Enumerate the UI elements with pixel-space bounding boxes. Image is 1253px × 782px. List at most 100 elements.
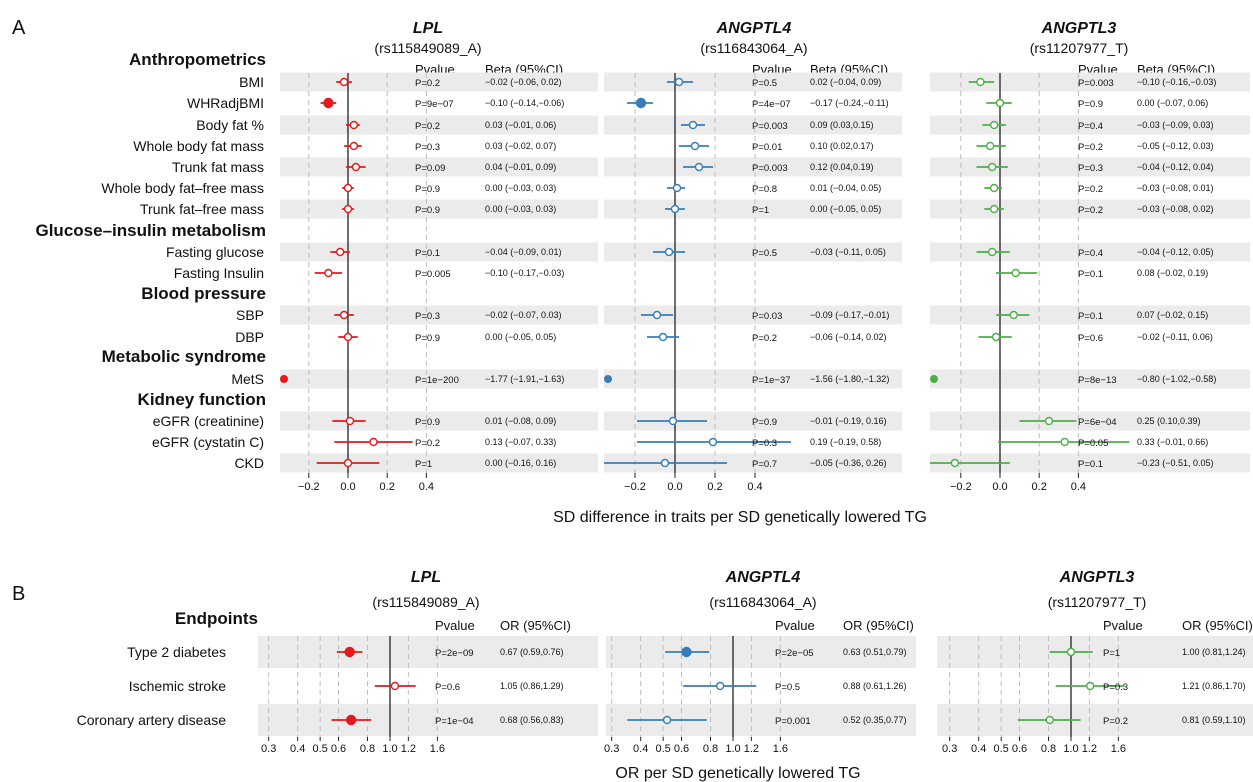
trait-label: SBP (236, 307, 264, 323)
tick-label: 1.6 (773, 743, 788, 755)
tick-label: 0.8 (703, 743, 718, 755)
tick-label: −0.2 (624, 481, 646, 493)
point-angptl4 (660, 458, 670, 468)
point-angptl4 (604, 375, 612, 383)
or-text: 0.67 (0.59,0.76) (500, 647, 564, 657)
row-band (258, 704, 598, 736)
point-angptl4 (690, 141, 700, 151)
point-lpl (335, 247, 345, 257)
beta-text: −0.10 (−0.14,−0.06) (485, 98, 564, 108)
tick-label: 0.5 (994, 743, 1009, 755)
pvalue-header: Pvalue (775, 618, 815, 633)
point-angptl4 (668, 416, 678, 426)
beta-text: −0.04 (−0.12, 0.05) (1137, 247, 1214, 257)
pvalue-text: P=1e−37 (752, 375, 791, 386)
tick-label: 1.6 (1111, 743, 1126, 755)
trait-label: CKD (234, 455, 264, 471)
snp-label-angptl3: (rs11207977_T) (1030, 40, 1129, 56)
trait-label: Fasting glucose (166, 244, 264, 260)
point-lpl (324, 268, 333, 278)
point-angptl4 (652, 310, 662, 320)
group-header: Glucose–insulin metabolism (35, 221, 266, 240)
or-header: OR (95%CI) (843, 618, 914, 633)
trait-label: BMI (239, 74, 264, 90)
tick-label: −0.2 (298, 481, 320, 493)
beta-text: 0.10 (0.02,0.17) (810, 141, 874, 151)
pvalue-text: P=0.4 (1078, 121, 1103, 132)
tick-label: 1.0 (725, 743, 740, 755)
beta-text: 0.07 (−0.02, 0.15) (1137, 310, 1208, 320)
tick-label: 1.0 (1063, 743, 1078, 755)
pvalue-text: P=0.3 (752, 438, 777, 449)
row-band (280, 411, 598, 431)
or-text: 0.88 (0.61,1.26) (843, 681, 907, 691)
beta-text: −0.02 (−0.07, 0.03) (485, 310, 562, 320)
beta-text: −0.09 (−0.17,−0.01) (810, 310, 889, 320)
group-header-endpoints: Endpoints (175, 609, 258, 628)
point-angptl3 (1009, 310, 1018, 320)
point-angptl3 (991, 332, 1001, 342)
row-band (604, 453, 902, 473)
pvalue-text: P=0.9 (415, 417, 440, 428)
trait-label: WHRadjBMI (187, 95, 264, 111)
gene-title-angptl3: ANGPTL3 (1041, 20, 1117, 37)
row-band (606, 636, 916, 668)
beta-text: 0.13 (−0.07, 0.33) (485, 437, 556, 447)
point-lpl (339, 310, 349, 320)
row-band (604, 157, 902, 177)
trait-label: Whole body fat mass (133, 138, 264, 154)
tick-label: 0.4 (971, 743, 986, 755)
pvalue-text: P=0.3 (1103, 682, 1128, 693)
row-band (930, 72, 1250, 92)
beta-text: 0.33 (−0.01, 0.66) (1137, 437, 1208, 447)
tick-label: 0.3 (942, 743, 957, 755)
row-band (930, 242, 1250, 262)
point-lpl (339, 77, 349, 87)
pvalue-text: P=0.03 (752, 311, 782, 322)
point-angptl3 (989, 120, 999, 130)
point-lpl (390, 681, 400, 691)
point-angptl4 (635, 97, 647, 109)
point-angptl3 (976, 77, 985, 87)
tick-label: 0.5 (313, 743, 328, 755)
point-lpl (349, 120, 359, 130)
pvalue-text: P=0.003 (752, 121, 788, 132)
endpoint-label: Coronary artery disease (77, 712, 227, 728)
panel-b-label: B (12, 583, 25, 605)
beta-text: −0.02 (−0.06, 0.02) (485, 77, 562, 87)
point-angptl4 (715, 681, 725, 691)
pvalue-text: P=0.003 (1078, 78, 1114, 89)
pvalue-text: P=0.9 (752, 417, 777, 428)
trait-label: Body fat % (196, 117, 264, 133)
tick-label: 1.2 (401, 743, 416, 755)
pvalue-text: P=0.01 (752, 142, 782, 153)
row-band (937, 704, 1253, 736)
pvalue-text: P=0.9 (415, 333, 440, 344)
pvalue-text: P=1e−200 (415, 375, 459, 386)
row-band (604, 369, 902, 389)
point-angptl4 (670, 204, 680, 214)
or-text: 0.52 (0.35,0.77) (843, 715, 907, 725)
beta-text: −0.17 (−0.24,−0.11) (810, 98, 889, 108)
pvalue-text: P=0.3 (415, 142, 440, 153)
row-band (280, 242, 598, 262)
pvalue-text: P=0.09 (415, 163, 445, 174)
tick-label: 0.4 (290, 743, 305, 755)
pvalue-text: P=0.3 (415, 311, 440, 322)
beta-text: −0.80 (−1.02,−0.58) (1137, 374, 1216, 384)
tick-label: 0.4 (419, 481, 434, 493)
beta-text: −0.05 (−0.12, 0.03) (1137, 141, 1214, 151)
gene-title-angptl3: ANGPTL3 (1059, 569, 1135, 586)
pvalue-text: P=0.001 (775, 716, 811, 727)
pvalue-text: P=9e−07 (415, 99, 454, 110)
point-lpl (344, 646, 355, 658)
point-angptl3 (987, 162, 997, 172)
point-angptl3 (987, 247, 997, 257)
point-lpl (349, 141, 359, 151)
beta-text: −0.03 (−0.09, 0.03) (1137, 120, 1214, 130)
beta-text: 0.04 (−0.01, 0.09) (485, 162, 556, 172)
point-lpl (343, 204, 353, 214)
endpoint-label: Type 2 diabetes (127, 644, 226, 660)
trait-label: DBP (235, 329, 264, 345)
